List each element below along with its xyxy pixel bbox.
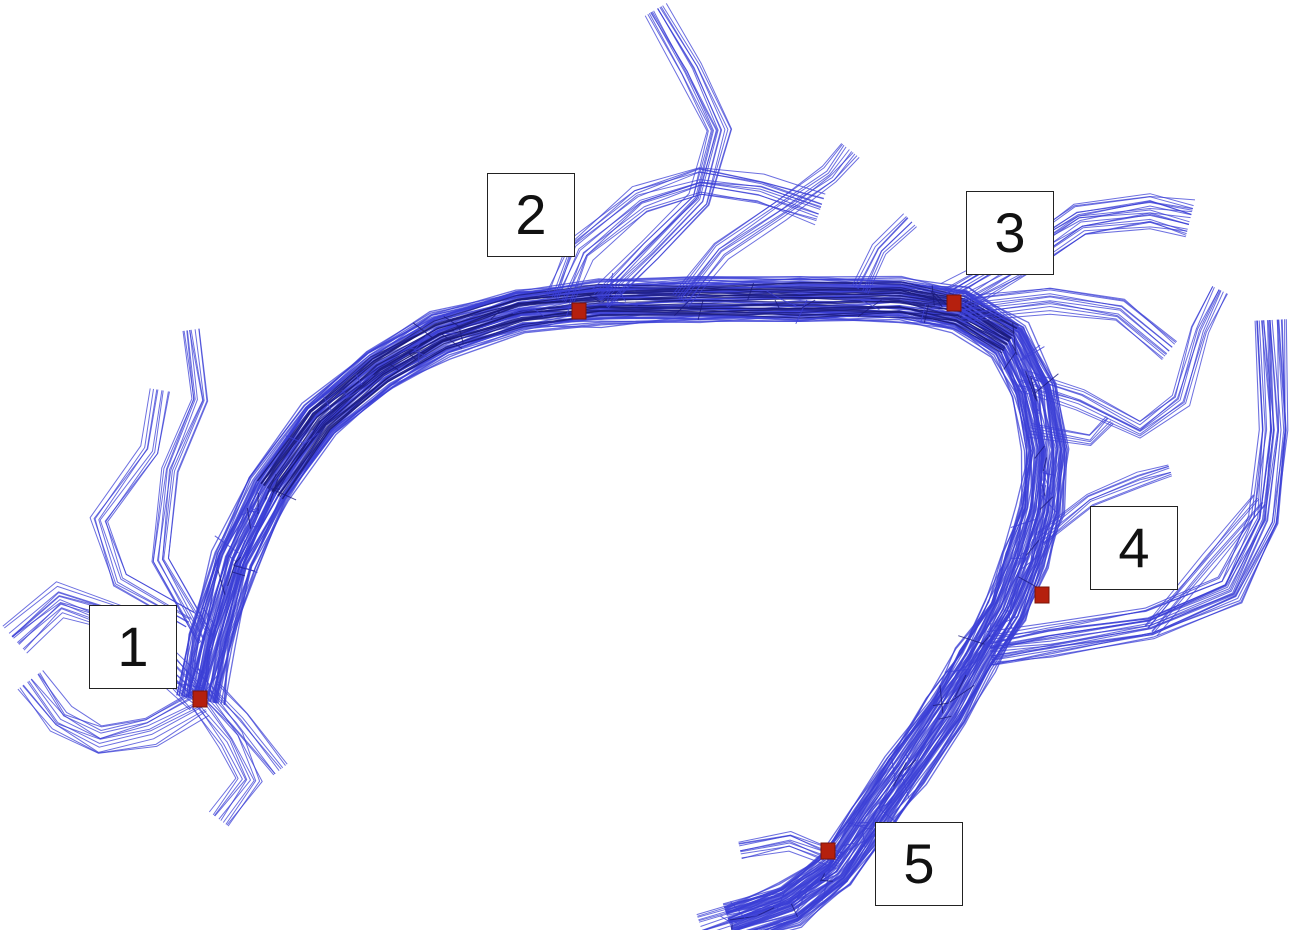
left-fan-b xyxy=(17,670,210,754)
seed-marker-1 xyxy=(192,690,208,708)
fiber-bundle xyxy=(2,3,1289,930)
label-text-4: 4 xyxy=(1118,516,1150,579)
seed-marker-5 xyxy=(820,842,836,860)
right-loop xyxy=(1016,286,1228,439)
label-text-2: 2 xyxy=(515,183,547,246)
upper-projection-c xyxy=(672,143,860,307)
seed-marker-2 xyxy=(571,302,587,320)
branch-near-4 xyxy=(1034,464,1173,545)
label-text-3: 3 xyxy=(994,201,1026,264)
temporal-branch xyxy=(986,319,1289,666)
label-box-1: 1 xyxy=(89,605,177,689)
seed-marker-3 xyxy=(946,294,962,312)
upper-projection-d xyxy=(851,213,917,295)
left-fan-c xyxy=(190,690,263,827)
right-short xyxy=(1028,415,1114,446)
right-fan-b xyxy=(958,287,1178,360)
left-ascending xyxy=(151,328,214,644)
label-text-1: 1 xyxy=(117,615,149,678)
label-box-2: 2 xyxy=(487,173,575,257)
left-fan-d xyxy=(202,681,288,776)
label-box-5: 5 xyxy=(875,822,963,906)
label-box-3: 3 xyxy=(966,191,1054,275)
label-box-4: 4 xyxy=(1090,506,1178,590)
seed-marker-4 xyxy=(1034,586,1050,604)
seed-markers xyxy=(192,294,1050,860)
left-ascending-b xyxy=(89,388,195,628)
branch-upper-right xyxy=(1144,494,1266,637)
upper-projection-a xyxy=(590,3,733,309)
label-text-5: 5 xyxy=(903,832,935,895)
